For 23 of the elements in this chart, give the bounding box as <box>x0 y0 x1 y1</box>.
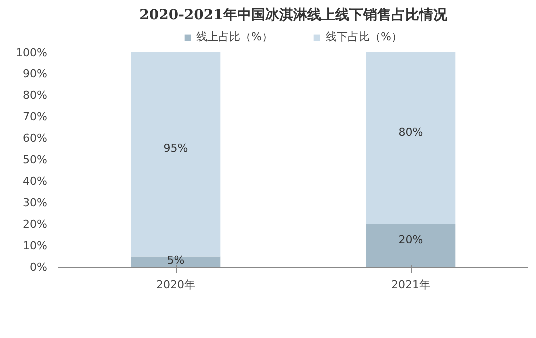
y-tick-label: 60% <box>23 132 48 145</box>
bar <box>131 52 221 257</box>
y-tick-label: 80% <box>23 89 48 102</box>
data-label: 95% <box>164 142 188 156</box>
y-tick-label: 90% <box>23 68 48 80</box>
y-tick-label: 100% <box>16 46 48 60</box>
y-tick-label: 50% <box>23 154 48 166</box>
y-tick-label: 40% <box>23 175 48 188</box>
y-tick-label: 20% <box>23 218 48 231</box>
y-tick-label: 30% <box>23 196 48 210</box>
legend-label: 线下占比（%） <box>326 30 402 44</box>
y-tick-label: 70% <box>23 110 48 124</box>
x-tick-label: 2020年 <box>156 278 196 292</box>
data-label: 5% <box>167 254 185 267</box>
x-tick-label: 2021年 <box>392 278 431 292</box>
data-label: 20% <box>398 234 424 246</box>
chart-title: 2020-2021年中国冰淇淋线上线下销售占比情况 <box>140 8 448 24</box>
bar <box>366 224 456 268</box>
y-tick-label: 10% <box>23 240 48 252</box>
bar <box>366 52 456 224</box>
legend-label: 线上占比（%） <box>196 30 273 44</box>
data-label: 80% <box>398 126 424 139</box>
y-tick-label: 0% <box>30 261 48 274</box>
